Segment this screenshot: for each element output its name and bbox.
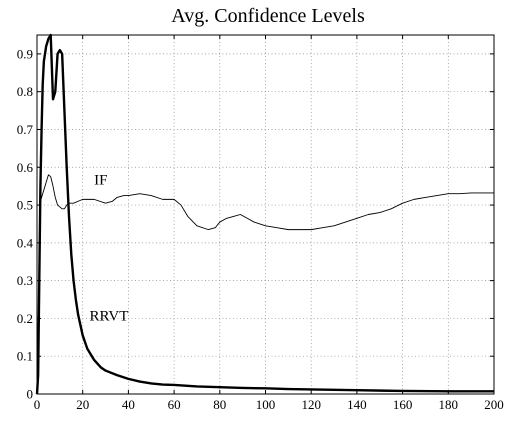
y-tick-label: 0.1 bbox=[17, 349, 33, 364]
y-tick-label: 0.9 bbox=[17, 46, 33, 61]
y-tick-label: 0.5 bbox=[17, 198, 33, 213]
x-tick-label: 20 bbox=[76, 397, 89, 412]
x-tick-label: 100 bbox=[256, 397, 276, 412]
x-tick-label: 40 bbox=[122, 397, 135, 412]
x-tick-label: 200 bbox=[484, 397, 504, 412]
series-line-if bbox=[38, 174, 494, 231]
series-label-rrvt: RRVT bbox=[90, 308, 129, 324]
series-layer bbox=[35, 33, 494, 395]
y-tick-label: 0.6 bbox=[17, 160, 34, 175]
grid-layer bbox=[37, 35, 494, 394]
chart-title: Avg. Confidence Levels bbox=[171, 5, 365, 27]
x-tick-label: 160 bbox=[393, 397, 413, 412]
y-tick-label: 0 bbox=[27, 387, 34, 402]
y-tick-label: 0.3 bbox=[17, 273, 33, 288]
x-tick-label: 120 bbox=[301, 397, 321, 412]
series-label-if: IF bbox=[94, 172, 107, 188]
x-tick-label: 80 bbox=[213, 397, 226, 412]
x-tick-label: 0 bbox=[34, 397, 41, 412]
y-tick-label: 0.7 bbox=[17, 122, 34, 137]
annotation-layer: IF RRVT bbox=[90, 172, 129, 324]
x-tick-label: 140 bbox=[347, 397, 367, 412]
series-line-rrvt bbox=[35, 33, 494, 395]
x-tick-label: 60 bbox=[168, 397, 181, 412]
ticks-layer: 0 20 40 60 80 100 120 140 160 180 200 0 0.1 0.2 0.3 0.4… bbox=[17, 35, 504, 412]
y-tick-label: 0.2 bbox=[17, 311, 33, 326]
x-tick-label: 180 bbox=[439, 397, 459, 412]
y-tick-label: 0.8 bbox=[17, 84, 33, 99]
y-tick-label: 0.4 bbox=[17, 235, 34, 250]
